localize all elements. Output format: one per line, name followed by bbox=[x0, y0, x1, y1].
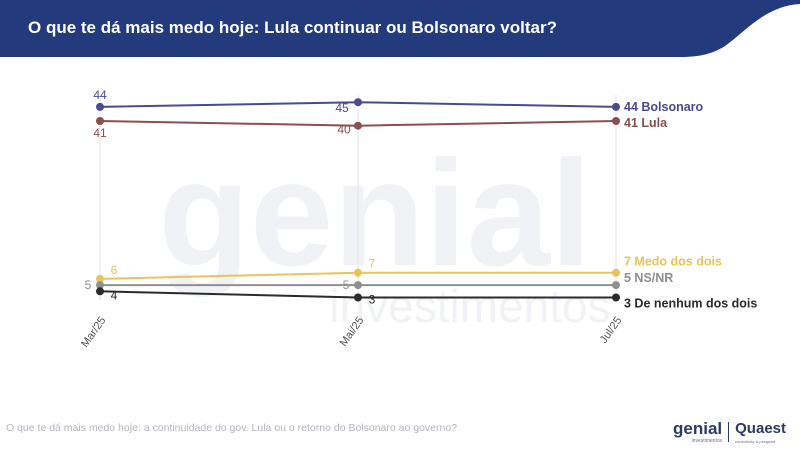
data-point-0-0 bbox=[96, 102, 104, 111]
data-point-1-2 bbox=[612, 117, 620, 125]
series-points bbox=[96, 98, 620, 302]
data-label-1-0: 41 bbox=[93, 126, 107, 140]
footer-question-text: O que te dá mais medo hoje: a continuida… bbox=[6, 422, 458, 434]
data-point-4-0 bbox=[96, 287, 104, 296]
quaest-logo: Quaest bbox=[735, 420, 786, 437]
data-point-2-2 bbox=[612, 268, 620, 277]
header-banner: O que te dá mais medo hoje: Lula continu… bbox=[0, 0, 800, 58]
data-point-3-0 bbox=[96, 281, 104, 290]
end-label-3: 5 NS/NR bbox=[624, 271, 673, 285]
logo-divider bbox=[728, 422, 730, 442]
data-labels: 44 45 41 40 6 7 5 5 4 3 bbox=[85, 88, 376, 307]
data-point-4-1 bbox=[354, 293, 362, 302]
genial-logo-subtitle: investimentos bbox=[691, 438, 723, 444]
end-label-0: 44 Bolsonaro bbox=[624, 100, 704, 114]
data-point-1-0 bbox=[96, 117, 104, 125]
data-label-0-0: 44 bbox=[93, 88, 107, 102]
end-label-4: 3 De nenhum dos dois bbox=[624, 297, 757, 311]
data-point-4-2 bbox=[612, 293, 620, 302]
data-label-4-0: 4 bbox=[111, 288, 118, 302]
data-label-2-1: 7 bbox=[369, 257, 376, 271]
end-label-2: 7 Medo dos dois bbox=[624, 255, 722, 269]
quaest-logo-subtitle: consultoria & pesquisa bbox=[735, 439, 776, 444]
data-point-0-1 bbox=[354, 98, 362, 107]
header-background bbox=[0, 0, 800, 57]
data-label-2-0: 6 bbox=[111, 263, 118, 277]
data-point-2-0 bbox=[96, 274, 104, 283]
chart-title: O que te dá mais medo hoje: Lula continu… bbox=[28, 18, 557, 37]
data-label-4-1: 3 bbox=[369, 293, 376, 307]
data-point-1-1 bbox=[354, 121, 362, 130]
data-label-3-1: 5 bbox=[343, 278, 350, 292]
data-label-3-0: 5 bbox=[85, 278, 92, 292]
data-point-2-1 bbox=[354, 268, 362, 277]
watermark-text-sub: investimentos bbox=[329, 280, 610, 332]
data-point-0-2 bbox=[612, 102, 620, 111]
watermark-logo: genial investimentos bbox=[158, 129, 610, 332]
genial-logo: genial bbox=[673, 419, 723, 438]
end-label-1: 41 Lula bbox=[624, 116, 668, 130]
data-point-3-2 bbox=[612, 281, 620, 290]
data-label-0-1: 45 bbox=[335, 101, 349, 115]
data-point-3-1 bbox=[354, 281, 362, 290]
data-label-1-1: 40 bbox=[337, 123, 351, 137]
end-labels: 44 Bolsonaro 41 Lula 7 Medo dos dois 5 NS/N… bbox=[624, 100, 757, 311]
x-tick-label-0: Mar/25 bbox=[79, 315, 108, 350]
brand-logos: genial investimentos Quaest consultoria … bbox=[673, 420, 786, 444]
watermark-text-main: genial bbox=[158, 129, 591, 297]
